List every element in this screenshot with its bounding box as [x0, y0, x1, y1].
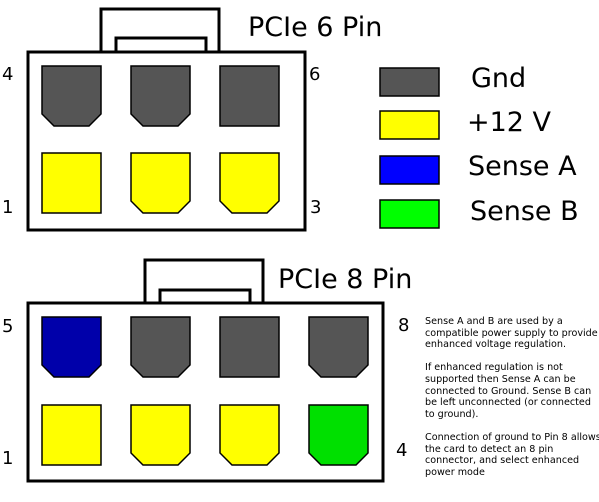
pcie8-pin-bottom-3-v12 — [219, 404, 280, 466]
pcie8-pin-bottom-4-sense-b — [308, 404, 369, 466]
legend — [379, 67, 440, 229]
legend-label-12v: +12 V — [467, 107, 552, 138]
pcie8-pin-top-4-gnd — [308, 316, 369, 378]
pcie8-pin-bottom-1-v12 — [41, 404, 102, 466]
pin-label-6-top-right: 6 — [309, 64, 321, 85]
legend-label-gnd: Gnd — [471, 63, 527, 94]
pcie6-pin-top-2-gnd — [130, 65, 191, 127]
pin-label-6-top-left: 4 — [2, 64, 14, 85]
note-sense-purpose: Sense A and B are used by a compatible p… — [425, 316, 598, 351]
pins-8 — [41, 316, 369, 466]
legend-swatch-gnd — [379, 67, 440, 97]
pcie6-pin-bottom-1-v12 — [41, 152, 102, 214]
pcie6-pin-bottom-2-v12 — [130, 152, 191, 214]
legend-label-sense-a: Sense A — [468, 151, 577, 182]
pcie6-pin-top-3-gnd — [219, 65, 280, 127]
title-pcie-8-pin: PCIe 8 Pin — [278, 264, 413, 295]
title-pcie-6-pin: PCIe 6 Pin — [248, 12, 383, 43]
note-fallback: If enhanced regulation is not supported … — [425, 362, 592, 420]
pcie8-pin-bottom-2-v12 — [130, 404, 191, 466]
pins-6 — [41, 65, 280, 214]
pin-label-8-top-left: 5 — [2, 316, 14, 337]
pin-label-8-bottom-right: 4 — [396, 440, 408, 461]
pcie8-pin-top-2-gnd — [130, 316, 191, 378]
pcie-6-pin-connector — [26, 7, 307, 232]
pin-label-8-top-right: 8 — [398, 315, 410, 336]
pcie8-pin-top-1-sense-a — [41, 316, 102, 378]
legend-swatch-sense-a — [379, 155, 440, 185]
pcie8-pin-top-3-gnd — [219, 316, 280, 378]
pcie6-pin-bottom-3-v12 — [219, 152, 280, 214]
note-pin8-detection: Connection of ground to Pin 8 allows the… — [425, 431, 599, 478]
pcie-8-pin-connector — [26, 258, 385, 483]
legend-swatch-12v — [379, 110, 440, 140]
legend-label-sense-b: Sense B — [470, 196, 579, 227]
pin-label-6-bottom-left: 1 — [2, 197, 14, 218]
pcie6-pin-top-1-gnd — [41, 65, 102, 127]
legend-swatch-sense-b — [379, 199, 440, 229]
notes-text: Sense A and B are used by a compatible p… — [425, 316, 599, 490]
pin-label-6-bottom-right: 3 — [310, 197, 322, 218]
pin-label-8-bottom-left: 1 — [2, 448, 14, 469]
